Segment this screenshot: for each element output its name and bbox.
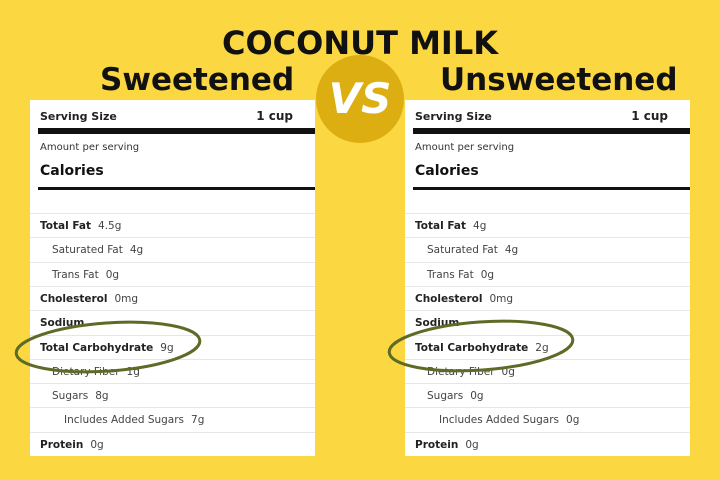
rule <box>413 187 690 190</box>
nutrient-label: Includes Added Sugars <box>64 414 185 427</box>
nutrient-row: Trans Fat 0g <box>405 261 690 287</box>
amount-label: Amount per serving <box>40 142 140 153</box>
nutrient-label: Includes Added Sugars <box>439 414 560 427</box>
nutrient-row: Dietary Fiber 0g <box>405 358 690 384</box>
panel-heading: Unsweetened <box>440 62 678 98</box>
nutrient-row: Total Fat 4.5g <box>30 213 315 238</box>
nutrient-value: 4g <box>129 244 144 257</box>
vs-badge: VS <box>316 55 404 143</box>
nutrient-value: 4g <box>473 220 487 232</box>
nutrient-value: 4g <box>504 244 519 257</box>
nutrient-row: Includes Added Sugars 7g <box>30 407 315 432</box>
amount-label: Amount per serving <box>415 142 515 153</box>
nutrient-row: Total Carbohydrate 2g <box>405 334 690 360</box>
nutrient-label: Cholesterol <box>415 292 483 305</box>
serving-value: 1 cup <box>256 109 293 123</box>
nutrient-row: Sugars 8g <box>30 383 315 408</box>
nutrient-label: Trans Fat <box>427 268 474 281</box>
nutrient-row: Total Carbohydrate 9g <box>30 334 315 360</box>
serving-label: Serving Size <box>40 110 117 123</box>
nutrient-value: 0g <box>566 414 580 427</box>
nutrient-label: Total Carbohydrate <box>40 341 154 354</box>
nutrient-value: 0g <box>470 390 484 403</box>
nutrient-row: Dietary Fiber 1g <box>30 358 315 384</box>
nutrient-value: 4.5g <box>98 220 122 232</box>
nutrient-row: Sodium <box>30 310 315 335</box>
nutrient-value: 0g <box>501 365 515 378</box>
nutrient-value: 0g <box>90 438 104 451</box>
nutrient-label: Dietary Fiber <box>52 365 120 378</box>
nutrient-value: 7g <box>191 414 205 427</box>
nutrient-value: 8g <box>95 390 109 403</box>
nutrient-row: Total Fat 4g <box>405 213 690 238</box>
serving-row: Serving Size 1 cup <box>40 109 293 123</box>
nutrient-label: Protein <box>40 438 84 451</box>
nutrient-row: Saturated Fat 4g <box>405 237 690 262</box>
nutrient-label: Sugars <box>52 390 89 403</box>
calories-label: Calories <box>415 163 479 179</box>
nutrient-value: 0mg <box>114 292 139 305</box>
nutrient-value: 0g <box>105 268 120 281</box>
nutrient-label: Trans Fat <box>52 268 99 281</box>
nutrient-row: Saturated Fat 4g <box>30 237 315 262</box>
serving-value: 1 cup <box>631 109 668 123</box>
nutrient-value: 0g <box>465 438 479 451</box>
serving-label: Serving Size <box>415 110 492 123</box>
nutrient-label: Total Fat <box>415 220 467 232</box>
nutrient-value: 1g <box>126 365 140 378</box>
nutrient-row: Protein 0g <box>405 431 690 456</box>
nutrient-value: 2g <box>535 341 549 354</box>
nutrient-label: Sodium <box>40 317 85 330</box>
serving-row: Serving Size 1 cup <box>415 109 668 123</box>
nutrient-row: Cholesterol 0mg <box>405 285 690 311</box>
nutrient-value: 0g <box>480 268 495 281</box>
rule <box>38 187 315 190</box>
nutrient-value: 9g <box>160 341 174 354</box>
nutrient-row: Protein 0g <box>30 431 315 456</box>
nutrient-row: Sodium <box>405 310 690 335</box>
nutrition-label: Serving Size 1 cup Amount per serving Calor… <box>405 100 690 456</box>
nutrient-label: Saturated Fat <box>427 244 498 257</box>
nutrient-label: Total Fat <box>40 220 92 232</box>
nutrient-label: Sodium <box>415 317 460 330</box>
panel-heading: Sweetened <box>100 62 295 98</box>
nutrient-label: Dietary Fiber <box>427 365 495 378</box>
nutrient-label: Total Carbohydrate <box>415 341 529 354</box>
nutrient-value: 0mg <box>489 292 514 305</box>
nutrient-row: Sugars 0g <box>405 383 690 408</box>
nutrient-row: Includes Added Sugars 0g <box>405 407 690 432</box>
nutrient-label: Cholesterol <box>40 292 108 305</box>
calories-label: Calories <box>40 163 104 179</box>
nutrition-label: Serving Size 1 cup Amount per serving Calor… <box>30 100 315 456</box>
nutrient-label: Protein <box>415 438 459 451</box>
nutrient-label: Sugars <box>427 390 464 403</box>
rule <box>38 128 315 134</box>
nutrient-row: Cholesterol 0mg <box>30 285 315 311</box>
nutrient-row: Trans Fat 0g <box>30 261 315 287</box>
rule <box>413 128 690 134</box>
nutrient-label: Saturated Fat <box>52 244 123 257</box>
